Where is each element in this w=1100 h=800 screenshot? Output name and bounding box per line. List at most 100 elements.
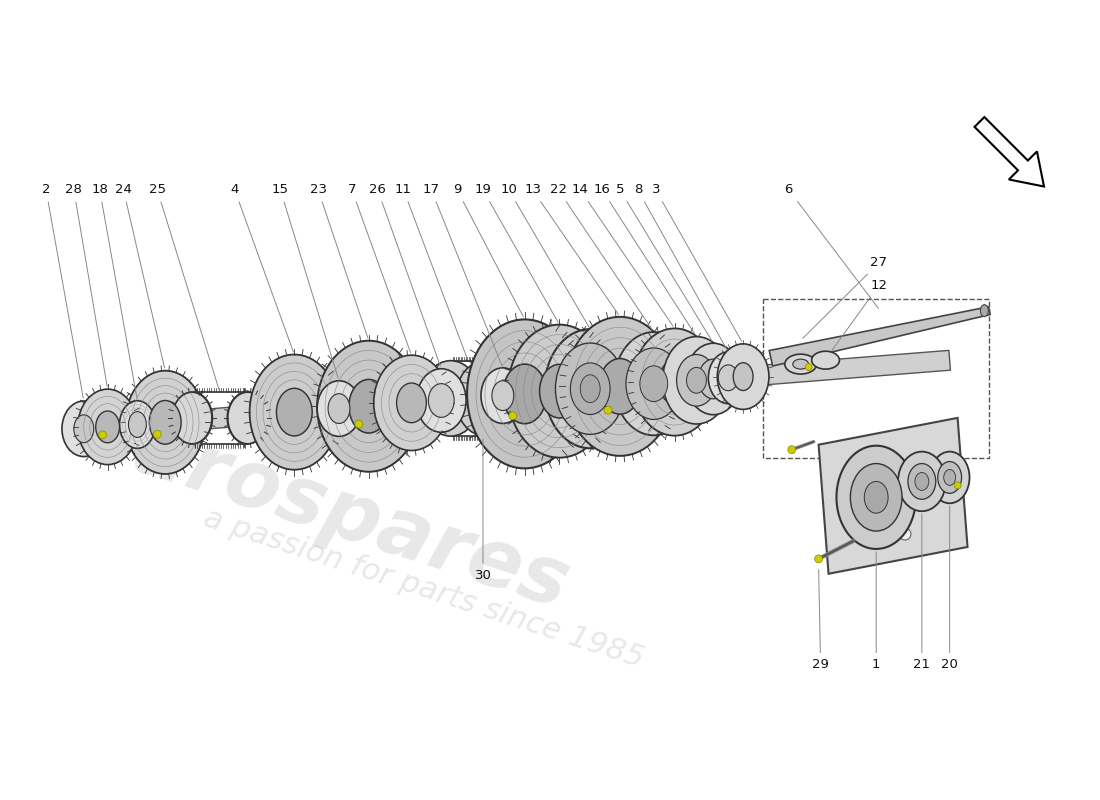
Ellipse shape [717,344,769,410]
Text: 24: 24 [116,183,165,368]
Ellipse shape [397,383,427,422]
Ellipse shape [503,364,547,424]
Text: 4: 4 [231,183,294,352]
Text: 16: 16 [594,183,695,334]
Ellipse shape [944,470,956,486]
Text: 30: 30 [474,439,492,582]
Text: 14: 14 [572,183,673,326]
Bar [763,298,989,458]
Text: 20: 20 [942,506,958,671]
Ellipse shape [508,325,612,458]
Circle shape [899,528,911,540]
Circle shape [355,420,363,428]
Ellipse shape [317,341,420,472]
Ellipse shape [708,352,748,404]
Text: 15: 15 [272,183,338,378]
Text: 23: 23 [309,183,367,338]
Ellipse shape [640,366,668,402]
Text: 17: 17 [422,183,502,366]
Circle shape [954,482,961,489]
Ellipse shape [734,362,754,390]
Text: a passion for parts since 1985: a passion for parts since 1985 [200,504,647,674]
Polygon shape [818,418,968,574]
Ellipse shape [78,389,138,465]
Text: 1: 1 [872,552,880,671]
Ellipse shape [62,401,106,457]
Circle shape [805,364,812,370]
Ellipse shape [540,364,580,418]
Ellipse shape [421,361,481,436]
Text: 19: 19 [474,183,558,322]
Text: 18: 18 [91,183,136,398]
Circle shape [788,446,795,454]
Text: 13: 13 [524,183,618,314]
Ellipse shape [632,329,716,436]
Ellipse shape [565,317,674,456]
Ellipse shape [276,388,312,436]
Ellipse shape [125,370,205,474]
Circle shape [604,406,612,414]
Ellipse shape [120,401,155,448]
Ellipse shape [556,343,625,434]
Circle shape [899,488,911,500]
Text: 26: 26 [370,183,440,366]
Text: 3: 3 [651,183,741,342]
Ellipse shape [626,348,682,419]
Ellipse shape [930,452,969,503]
Ellipse shape [793,359,808,369]
Ellipse shape [228,392,267,444]
Text: 5: 5 [616,183,712,341]
Circle shape [509,412,517,420]
Ellipse shape [481,368,525,423]
Text: eurospares: eurospares [70,394,579,625]
Ellipse shape [581,375,601,402]
Ellipse shape [455,361,515,436]
Ellipse shape [173,392,212,444]
Text: 10: 10 [500,183,588,326]
Ellipse shape [417,369,466,432]
Ellipse shape [428,384,454,418]
Ellipse shape [570,363,611,414]
Ellipse shape [980,305,989,317]
Ellipse shape [468,319,582,468]
FancyArrow shape [975,117,1044,186]
Ellipse shape [74,415,94,442]
Ellipse shape [492,381,514,410]
Circle shape [852,528,865,540]
Text: 7: 7 [348,183,410,353]
Ellipse shape [836,446,916,549]
Circle shape [99,431,107,438]
Text: 21: 21 [913,514,931,671]
Text: 27: 27 [803,257,888,338]
Ellipse shape [317,381,361,436]
Text: 8: 8 [634,183,727,350]
Polygon shape [769,306,990,366]
Ellipse shape [898,452,946,511]
Text: 6: 6 [784,183,879,309]
Ellipse shape [600,358,641,414]
Ellipse shape [250,354,339,470]
Polygon shape [70,350,950,440]
Ellipse shape [676,354,716,406]
Text: 22: 22 [550,183,652,330]
Ellipse shape [96,411,120,442]
Ellipse shape [937,462,961,494]
Ellipse shape [328,394,350,423]
Text: 2: 2 [42,183,84,398]
Text: 12: 12 [832,279,888,350]
Ellipse shape [129,412,146,438]
Text: 11: 11 [395,183,468,358]
Ellipse shape [349,379,388,433]
Ellipse shape [865,482,888,513]
Ellipse shape [614,332,693,435]
Ellipse shape [784,354,816,374]
Ellipse shape [150,401,182,444]
Ellipse shape [850,463,902,531]
Ellipse shape [173,392,212,444]
Text: 25: 25 [148,183,219,390]
Circle shape [815,555,823,563]
Ellipse shape [915,473,928,490]
Ellipse shape [228,392,267,444]
Ellipse shape [662,337,730,424]
Ellipse shape [698,359,728,399]
